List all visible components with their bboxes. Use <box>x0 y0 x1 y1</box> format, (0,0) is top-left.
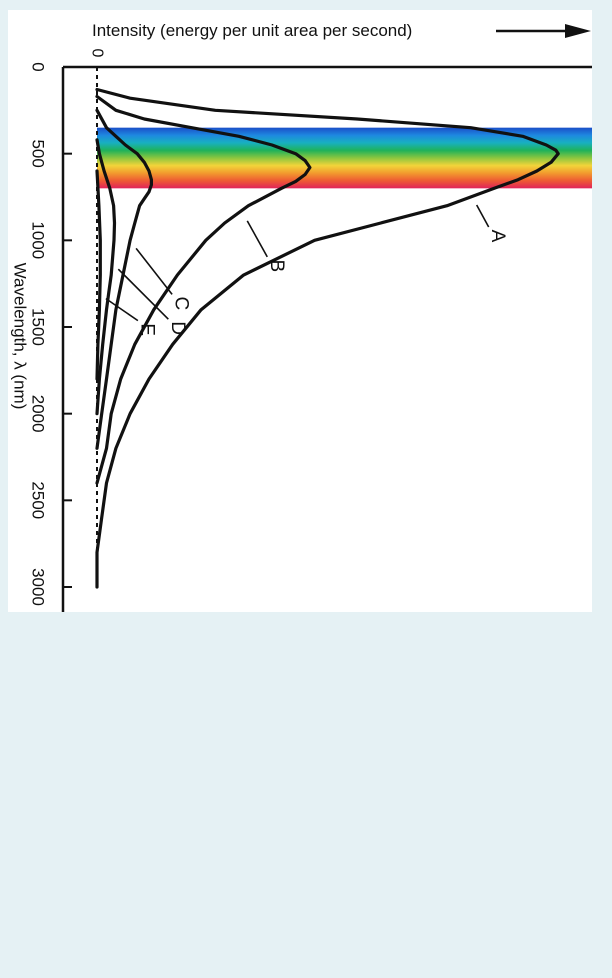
wavelength-ticks: 0 500 1000 1500 2000 2500 3000 <box>29 62 72 606</box>
curve-a <box>95 87 560 589</box>
intensity-axis-title: Intensity (energy per unit area per seco… <box>92 21 412 40</box>
curve-leader-lines <box>105 204 490 322</box>
curve-d <box>95 138 117 416</box>
wavelength-tick-label: 3000 <box>29 568 48 606</box>
spectrum-chart: 0 500 1000 1500 2000 2500 3000 A B CDE Intensity… <box>11 21 592 612</box>
intensity-arrow-head <box>565 24 591 38</box>
leader-line-b <box>246 220 268 258</box>
wavelength-tick-label: 0 <box>29 62 48 71</box>
curve-b <box>95 94 312 485</box>
curve-label-a: A <box>487 230 508 243</box>
curve-label-e: E <box>136 323 157 336</box>
curve-c <box>95 108 153 450</box>
wavelength-tick-label: 1000 <box>29 221 48 259</box>
leader-line-c <box>135 247 173 295</box>
leader-line-e <box>105 297 139 322</box>
leader-line-a <box>475 204 490 228</box>
visible-light-band <box>97 127 592 189</box>
curve-e <box>95 169 102 381</box>
intensity-arrow <box>496 24 591 38</box>
intensity-curves <box>95 87 560 589</box>
visible-spectrum-band <box>97 127 592 189</box>
curve-label-d: D <box>167 321 188 335</box>
intensity-zero-label: 0 <box>89 49 106 58</box>
wavelength-tick-label: 1500 <box>29 308 48 346</box>
wavelength-tick-label: 2000 <box>29 395 48 433</box>
wavelength-tick-label: 500 <box>29 139 48 167</box>
curve-label-c: C <box>171 296 192 310</box>
curve-labels: A B CDE <box>136 230 508 336</box>
wavelength-axis-title: Wavelength, λ (nm) <box>11 263 30 410</box>
curve-label-b: B <box>266 260 287 273</box>
wavelength-tick-label: 2500 <box>29 481 48 519</box>
leader-line-d <box>117 268 169 320</box>
axes <box>61 65 592 612</box>
